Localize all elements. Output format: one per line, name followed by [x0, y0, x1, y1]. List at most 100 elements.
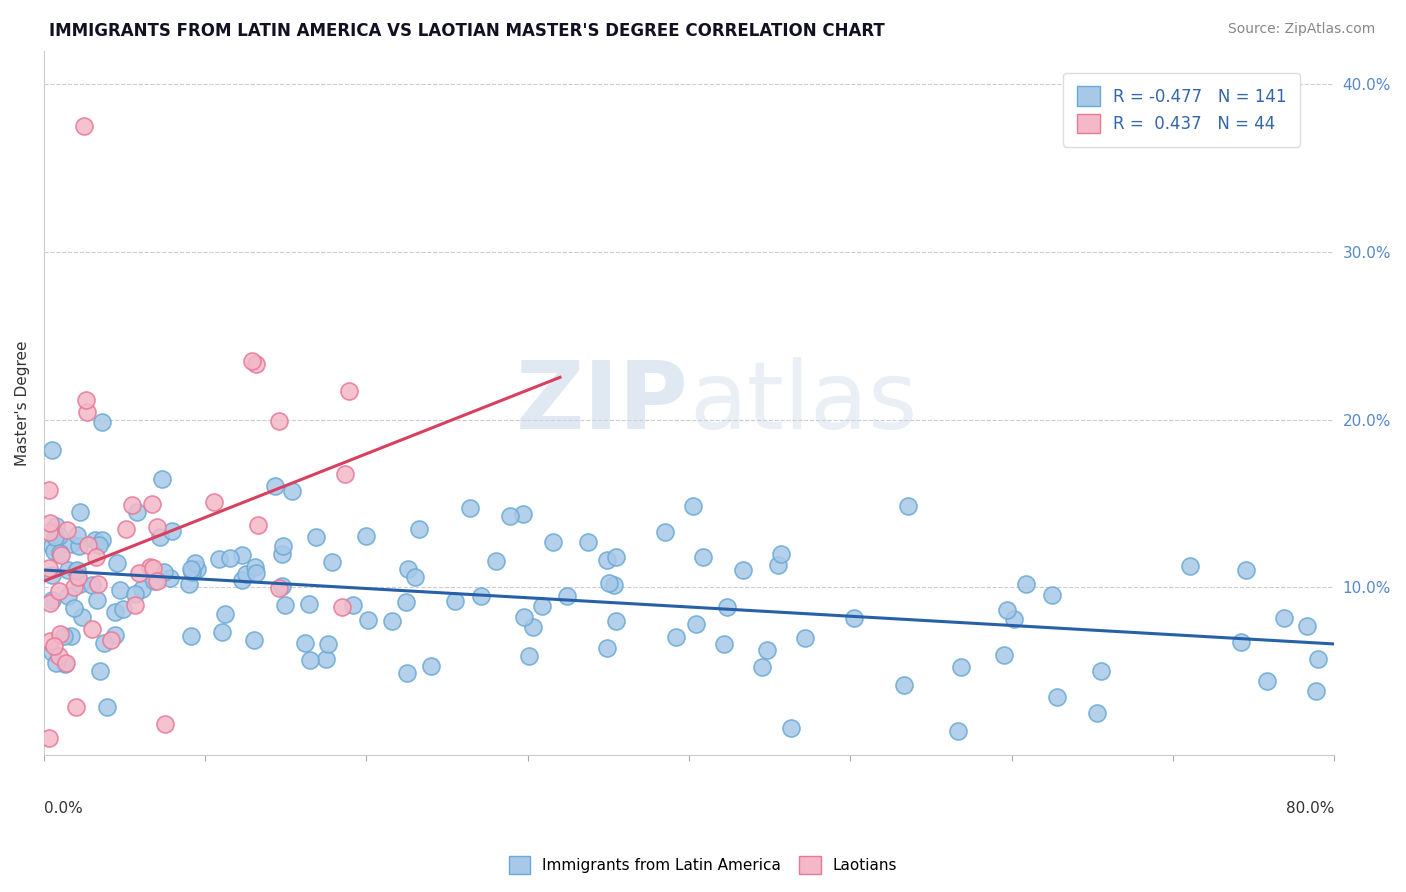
Point: [271, 540, 294, 554]
Point: [45, 657, 67, 671]
Point: [76, 538, 98, 552]
Point: [38, 483, 60, 497]
Point: [48, 584, 70, 599]
Point: [235, 567, 257, 582]
Point: [299, 652, 322, 666]
Point: [596, 553, 619, 567]
Point: [67, 539, 90, 553]
Point: [128, 566, 150, 580]
Point: [381, 614, 404, 628]
Point: [1305, 684, 1327, 698]
Point: [56, 563, 79, 577]
Point: [53, 657, 76, 671]
Point: [330, 600, 353, 615]
Point: [231, 548, 253, 562]
Point: [231, 573, 253, 587]
Point: [766, 558, 789, 573]
Point: [842, 611, 865, 625]
Point: [354, 529, 377, 543]
Point: [80, 622, 103, 636]
Point: [555, 589, 578, 603]
Text: IMMIGRANTS FROM LATIN AMERICA VS LAOTIAN MASTER'S DEGREE CORRELATION CHART: IMMIGRANTS FROM LATIN AMERICA VS LAOTIAN…: [49, 22, 884, 40]
Point: [315, 651, 337, 665]
Point: [91, 533, 114, 547]
Point: [66, 563, 89, 577]
Point: [108, 583, 131, 598]
Point: [751, 660, 773, 674]
Text: Source: ZipAtlas.com: Source: ZipAtlas.com: [1227, 22, 1375, 37]
Point: [180, 629, 202, 643]
Point: [897, 499, 920, 513]
Point: [305, 530, 328, 544]
Point: [522, 620, 544, 634]
Point: [519, 648, 541, 663]
Point: [269, 581, 291, 595]
Point: [49, 546, 72, 560]
Point: [263, 479, 285, 493]
Point: [794, 631, 817, 645]
Point: [149, 530, 172, 544]
Point: [531, 599, 554, 614]
Point: [271, 578, 294, 592]
Point: [84, 533, 107, 547]
Point: [84, 549, 107, 564]
Point: [160, 524, 183, 539]
Point: [41, 539, 63, 553]
Point: [208, 551, 231, 566]
Point: [143, 574, 166, 588]
Point: [63, 601, 86, 615]
Point: [153, 565, 176, 579]
Point: [150, 472, 173, 486]
Point: [60, 629, 83, 643]
Point: [949, 659, 972, 673]
Point: [605, 550, 627, 565]
Point: [281, 483, 304, 498]
Point: [65, 564, 87, 578]
Point: [541, 535, 564, 549]
Point: [42, 544, 65, 558]
Point: [512, 507, 534, 521]
Point: [470, 589, 492, 603]
Point: [52, 629, 75, 643]
Point: [499, 508, 522, 523]
Point: [576, 535, 599, 549]
Point: [91, 415, 114, 429]
Point: [1234, 563, 1257, 577]
Point: [214, 607, 236, 622]
Point: [44, 530, 66, 544]
Point: [41, 593, 63, 607]
Point: [184, 556, 207, 570]
Point: [86, 576, 108, 591]
Point: [41, 567, 63, 582]
Point: [69, 577, 91, 591]
Point: [333, 467, 356, 481]
Point: [243, 632, 266, 647]
Y-axis label: Master's Degree: Master's Degree: [15, 340, 30, 466]
Point: [240, 354, 263, 368]
Point: [121, 498, 143, 512]
Point: [69, 505, 91, 519]
Point: [181, 565, 204, 579]
Point: [75, 393, 97, 408]
Point: [131, 582, 153, 596]
Point: [48, 649, 70, 664]
Point: [86, 592, 108, 607]
Point: [38, 731, 60, 746]
Point: [48, 529, 70, 543]
Point: [1087, 706, 1109, 721]
Point: [1256, 673, 1278, 688]
Point: [444, 593, 467, 607]
Point: [124, 587, 146, 601]
Point: [180, 562, 202, 576]
Point: [100, 632, 122, 647]
Point: [1046, 690, 1069, 704]
Point: [420, 659, 443, 673]
Point: [716, 599, 738, 614]
Text: atlas: atlas: [689, 357, 917, 449]
Point: [159, 571, 181, 585]
Point: [247, 517, 270, 532]
Point: [127, 505, 149, 519]
Point: [458, 501, 481, 516]
Point: [318, 636, 340, 650]
Point: [243, 560, 266, 574]
